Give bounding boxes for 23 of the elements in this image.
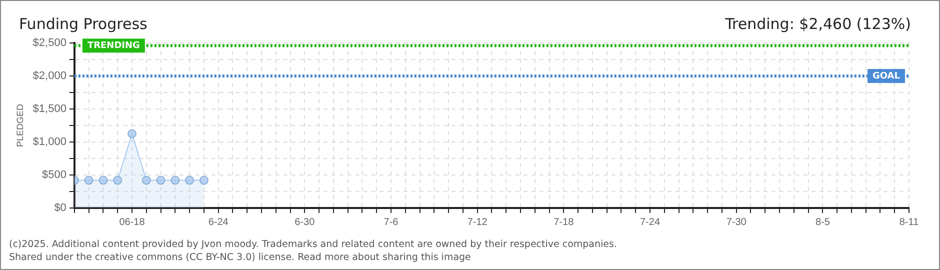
text: (c)2025. Additional content provided by Jvon moody. Trademarks and related content are owned by their respective companies. [9,238,617,251]
chart-subtitle: Trending: $2,460 (123%) [725,15,911,33]
x-tick-label: 7-12 [467,216,488,228]
y-tick-label: $1,000 [32,136,66,148]
x-tick-label: 06-18 [119,216,146,228]
ref-line-label: TRENDING [87,40,140,51]
y-tick-label: $2,500 [32,37,66,50]
x-tick-label: 6-30 [294,216,316,228]
x-tick-label: 7-30 [726,216,747,228]
ref-line-label: GOAL [872,71,900,82]
x-tick-label: 6-24 [208,216,229,228]
text: Shared under the creative commons (CC BY-NC 3.0) license. Read more about sharing this image [9,251,472,264]
x-tick-label: 7-18 [554,216,574,228]
y-tick-label: $2,000 [32,70,66,82]
chart-title: Funding Progress [19,15,148,33]
x-tick-label: 7-6 [384,216,399,228]
x-tick-label: 8-5 [815,216,830,228]
y-axis-title: PLEDGED [14,103,25,148]
y-tick-label: $0 [54,202,66,214]
y-tick-label: $1,500 [32,103,66,116]
x-tick-label: 8-11 [899,216,920,228]
y-tick-label: $500 [42,169,66,182]
x-tick-label: 7-24 [640,216,660,228]
